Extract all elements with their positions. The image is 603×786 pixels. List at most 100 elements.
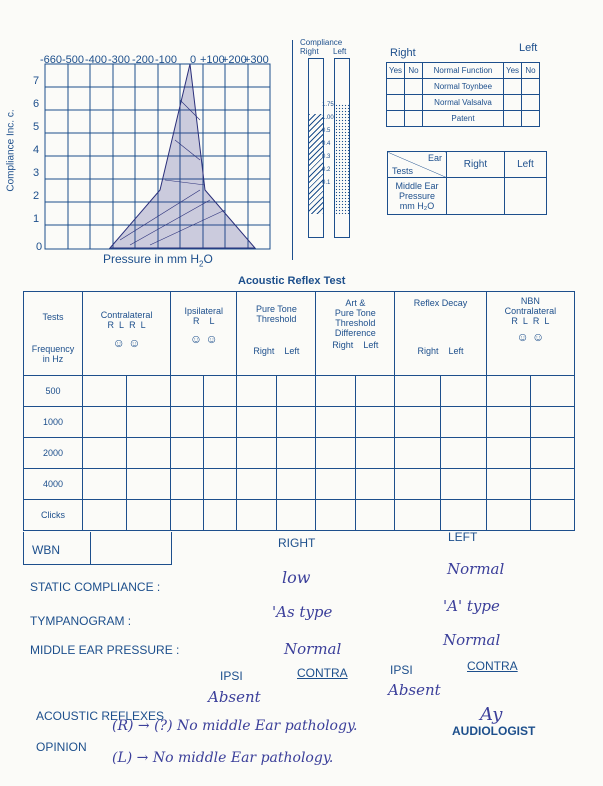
left-label: Left [284,346,300,356]
head-icons: ☺ ☺ [112,336,141,350]
l-label: L [140,320,146,330]
middle-ear-pressure-table: Ear Tests Right Left Middle Ear Pressure… [387,151,548,215]
mep-right-header: Right [446,151,505,178]
freq-500: 500 [23,375,83,407]
y-tick-0: 0 [36,241,43,253]
scale-label: 0.4 [322,141,331,147]
l-label: L [522,316,528,326]
y-tick-3: 3 [33,167,40,179]
reflex-right-value: Absent [208,688,261,706]
right-yes-header: Yes [386,62,405,79]
right-label: Right [417,346,439,356]
ipsilateral-rl: R L [171,316,236,326]
compliance-scale: 1.75 1.00 0.5 0.4 0.3 0.2 0.1 [322,102,334,197]
middle-ear-pressure-left: Normal [443,631,501,649]
tests-header-label: Tests [392,166,414,176]
y-axis-label: Compliance Inc. c. [5,109,17,192]
ear-tests-header: Ear Tests [387,151,447,178]
y-tick-6: 6 [33,98,40,110]
compliance-right-label: Right [300,47,319,56]
compliance-left-bar [334,58,350,238]
scale-label: 1.75 [322,102,334,108]
nbn-header: NBN Contralateral R L R L ☺ ☺ [485,291,576,376]
art-label: Pure Tone [334,308,376,318]
nbn-label: NBN [520,296,540,306]
compliance-left-label: Left [333,47,347,56]
art-label: Difference [334,328,376,338]
audiologist-signature: Ay [480,704,503,725]
nbn-rl: R L R L [487,316,574,326]
freq-2000: 2000 [23,437,83,469]
reflex-decay-header: Reflex Decay Right Left [394,291,487,376]
reflex-decay-label: Reflex Decay [413,298,468,308]
compliance-right-fill [309,114,323,214]
tests-header-cell: Tests Frequency in Hz [23,291,83,376]
x-axis-label: Pressure in mm H2O [103,252,213,269]
scale-label: 1.00 [322,115,334,121]
acoustic-reflex-table: Tests Frequency in Hz Contralateral R L … [23,291,576,531]
y-tick-4: 4 [33,144,40,156]
scale-label: 0.3 [322,154,331,160]
compliance-bar-section: Compliance Right Left 1.75 1.00 0.5 0.4 … [300,38,360,243]
static-compliance-left: Normal [447,560,505,578]
pure-tone-header: Pure Tone Threshold Right Left [236,291,317,376]
ipsi-left-header: IPSI [390,663,413,677]
static-compliance-label: STATIC COMPLIANCE : [30,580,161,594]
summary-left-header: LEFT [448,530,478,544]
tympanogram-right: 'As type [272,603,333,621]
reflex-left-value: Absent [388,681,441,699]
r-label: R [193,316,200,326]
mep-row-line: Middle Ear [395,181,439,191]
x-tick-300: -300 [108,54,131,66]
mep-left-header: Left [503,151,548,178]
tympanogram-left: 'A' type [443,597,500,615]
mep-row-line: mm H₂O [399,201,435,211]
scale-label: 0.1 [322,180,331,186]
contralateral-label: Contralateral [100,310,153,320]
tympanogram-grid [44,63,271,250]
mep-row-line: Pressure [398,191,435,201]
x-tick-200: -200 [132,54,155,66]
ear-function-row: Normal Toynbee [422,78,504,95]
art-rl: Right Left [316,340,394,350]
scale-label: 0.2 [322,167,331,173]
art-label: Art & [345,298,366,308]
frequency-label: Frequency [31,344,75,354]
x-tick-p200: +200 [222,54,247,66]
pure-tone-rl: Right Left [237,346,315,356]
y-tick-5: 5 [33,121,40,133]
wbn-cell: WBN [24,532,91,564]
compliance-left-fill [335,104,349,214]
ipsilateral-label: Ipsilateral [184,306,224,316]
nbn-label: Contralateral [504,306,557,316]
reflex-title: Acoustic Reflex Test [238,275,346,287]
compliance-title: Compliance [300,38,343,47]
y-tick-7: 7 [33,75,40,87]
tympanogram-chart: -660 -500 -400 -300 -200 -100 0 +100 +20… [0,40,290,280]
ear-header-label: Ear [427,153,442,163]
left-no-header: No [521,62,540,79]
x-tick-660: -660 [40,54,63,66]
x-tick-0: 0 [190,54,197,66]
ear-function-row: Normal Function [422,62,504,79]
right-label: Right [332,340,354,350]
x-tick-400: -400 [85,54,108,66]
freq-4000: 4000 [23,468,83,500]
wbn-row: WBN [23,532,172,565]
ear-function-right-header: Right [390,47,416,59]
y-tick-2: 2 [33,190,40,202]
mep-left-value [503,177,548,215]
left-yes-header: Yes [503,62,522,79]
right-no-header: No [404,62,423,79]
ipsilateral-header: Ipsilateral R L ☺ ☺ [170,291,238,376]
r-label: R [129,320,136,330]
opinion-line-1: (R) → (?) No middle Ear pathology. [112,718,358,734]
static-compliance-right: low [282,568,311,587]
compliance-right-bar [308,58,324,238]
wbn-label: WBN [32,543,60,557]
left-label: Left [363,340,379,350]
l-label: L [209,316,215,326]
contra-left-header: CONTRA [467,659,518,673]
x-tick-p300: +300 [244,54,269,66]
tympanogram-label: TYMPANOGRAM : [30,614,132,628]
